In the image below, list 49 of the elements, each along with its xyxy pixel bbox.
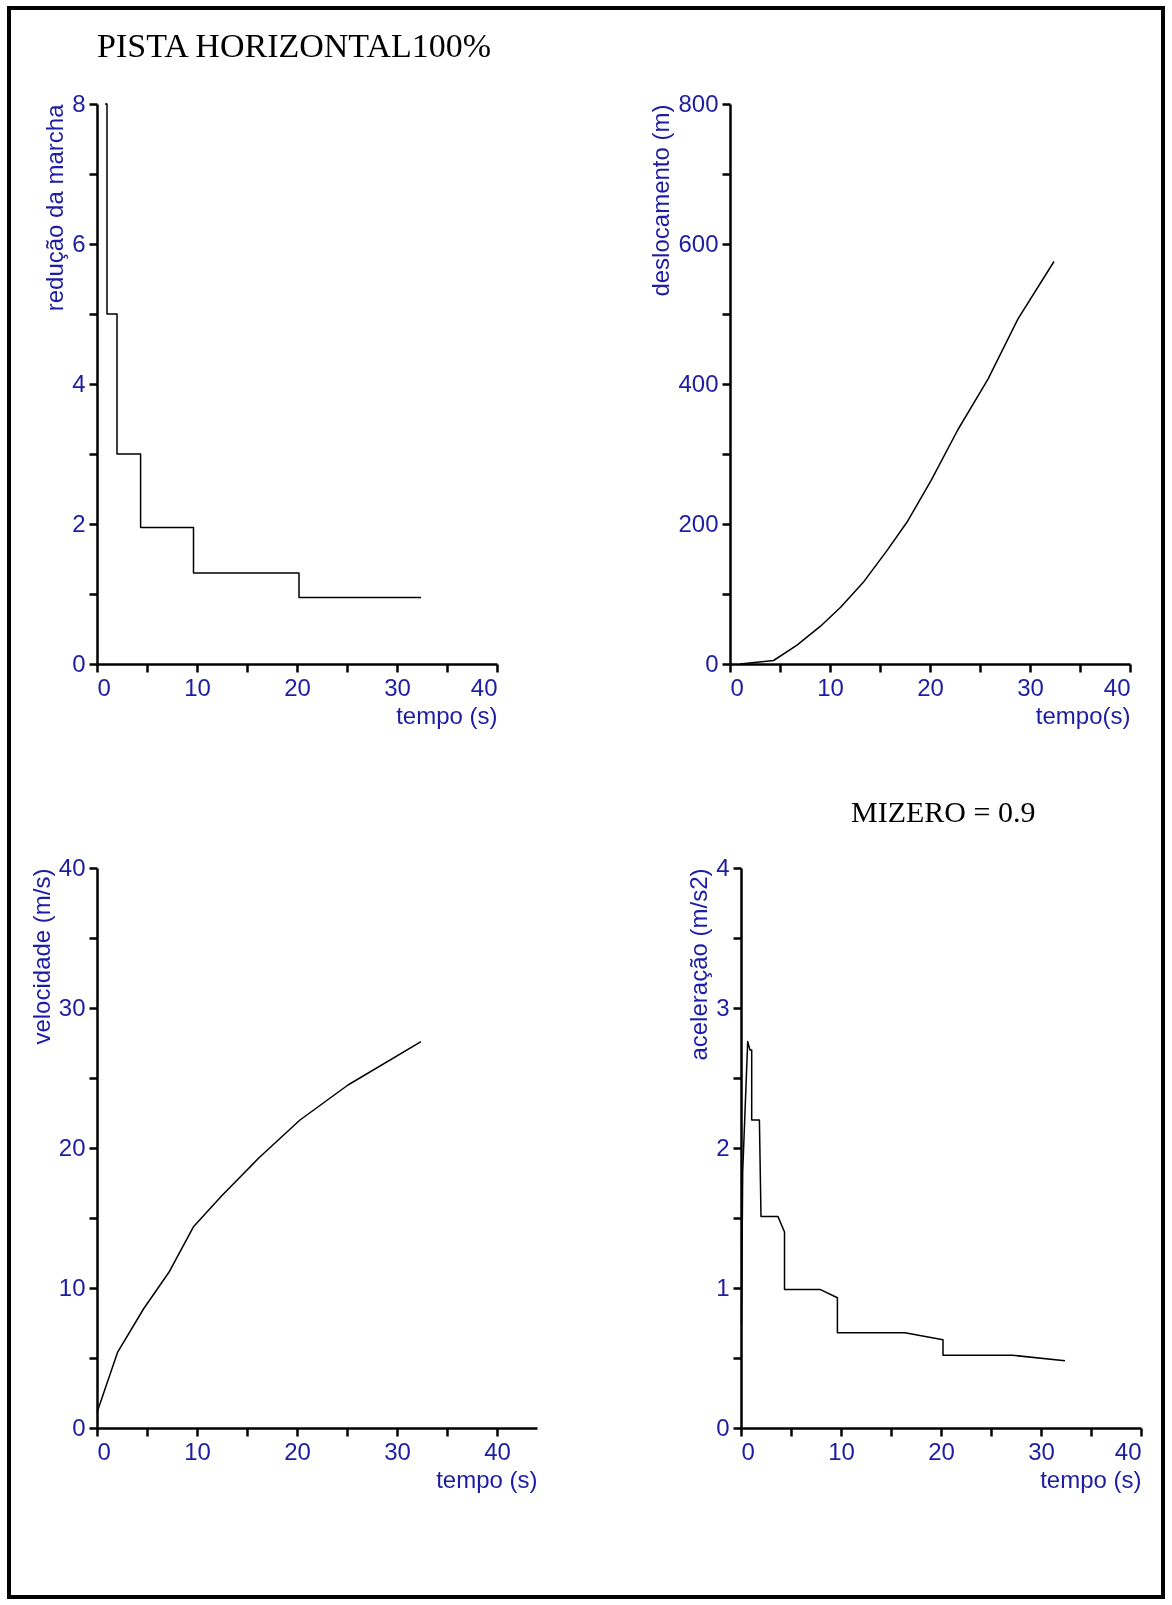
x-tick-label: 40 (1103, 673, 1131, 701)
x-axis-title: tempo (s) (1040, 1465, 1142, 1493)
y-tick-label: 20 (58, 1133, 86, 1161)
y-tick-label: 10 (58, 1273, 86, 1301)
x-tick-label: 0 (741, 1437, 755, 1465)
y-tick-label: 4 (72, 369, 86, 397)
chart-title: PISTA HORIZONTAL100% (97, 27, 492, 64)
y-tick-label: 40 (58, 853, 86, 881)
x-axis-title: tempo(s) (1035, 701, 1131, 729)
y-tick-label: 800 (678, 89, 719, 117)
x-tick-label: 30 (1028, 1437, 1055, 1465)
y-tick-label: 1 (716, 1273, 730, 1301)
x-tick-label: 30 (384, 1437, 411, 1465)
y-axis-title: deslocamento (m) (647, 104, 675, 297)
y-tick-label: 0 (72, 1413, 86, 1441)
text: MIZERO = 0.9 (851, 795, 1036, 828)
x-tick-label: 40 (1114, 1437, 1142, 1465)
x-tick-label: 20 (928, 1437, 955, 1465)
y-tick-label: 30 (58, 993, 86, 1021)
x-tick-label: 40 (484, 1437, 511, 1465)
x-tick-label: 30 (384, 673, 411, 701)
y-tick-label: 2 (716, 1133, 730, 1161)
x-tick-label: 10 (184, 1437, 211, 1465)
x-tick-label: 10 (184, 673, 211, 701)
y-tick-label: 200 (678, 509, 719, 537)
x-axis-title: tempo (s) (436, 1465, 538, 1493)
y-tick-label: 4 (716, 853, 730, 881)
x-tick-label: 30 (1017, 673, 1044, 701)
x-tick-label: 0 (97, 1437, 111, 1465)
y-tick-label: 3 (716, 993, 730, 1021)
x-tick-label: 10 (828, 1437, 855, 1465)
y-tick-label: 400 (678, 369, 719, 397)
y-tick-label: 2 (72, 509, 86, 537)
y-tick-label: 8 (72, 89, 86, 117)
y-axis-title: aceleração (m/s2) (685, 868, 713, 1061)
y-tick-label: 0 (72, 649, 86, 677)
y-tick-label: 0 (705, 649, 719, 677)
x-tick-label: 20 (284, 673, 311, 701)
y-axis-title: redução da marcha (41, 103, 69, 312)
y-tick-label: 6 (72, 229, 86, 257)
x-tick-label: 20 (917, 673, 944, 701)
y-axis-title: velocidade (m/s) (27, 868, 55, 1045)
x-tick-label: 10 (817, 673, 844, 701)
y-tick-label: 0 (716, 1413, 730, 1441)
y-tick-label: 600 (678, 229, 719, 257)
x-axis-title: tempo (s) (396, 701, 498, 729)
x-tick-label: 0 (97, 673, 111, 701)
x-tick-label: 40 (470, 673, 498, 701)
x-tick-label: 20 (284, 1437, 311, 1465)
